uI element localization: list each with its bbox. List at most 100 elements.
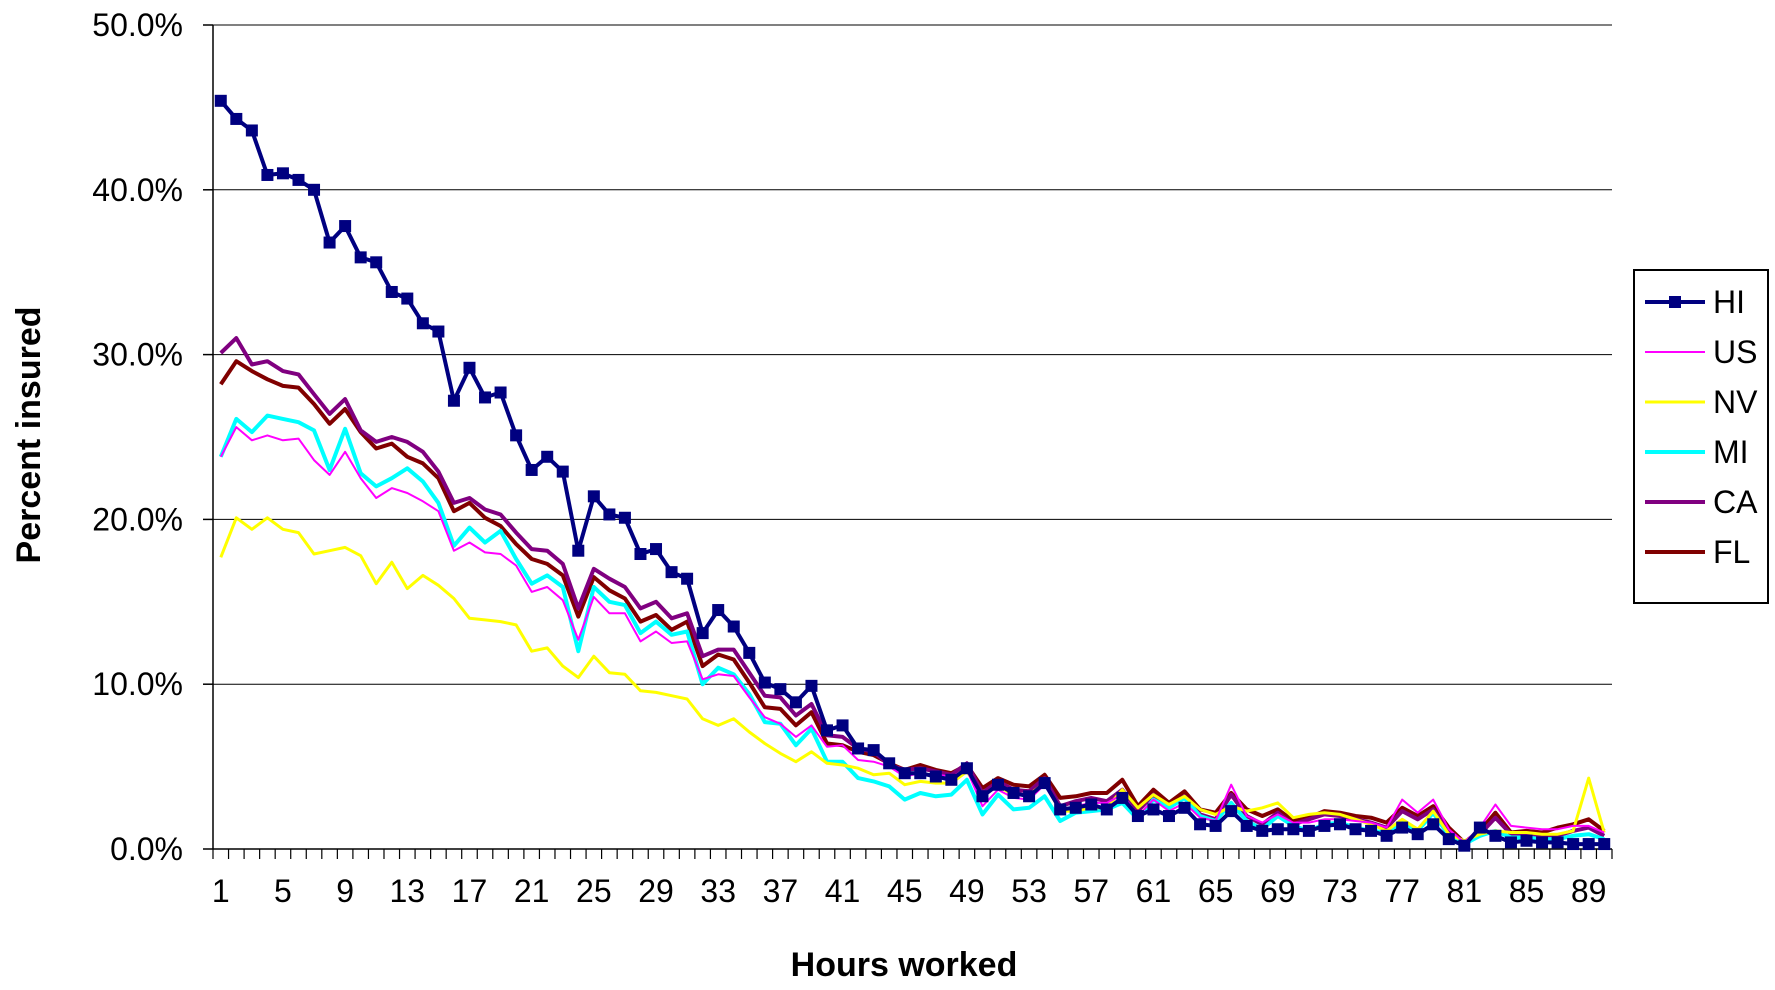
x-tick-label: 85: [1509, 873, 1545, 909]
data-point-marker: [1023, 790, 1036, 803]
x-tick-label: 49: [949, 873, 985, 909]
x-tick-label: 1: [212, 873, 230, 909]
series-line-ca: [219, 336, 1606, 847]
x-tick-label: 21: [514, 873, 550, 909]
data-point-marker: [1271, 823, 1284, 836]
data-point-marker: [1162, 810, 1175, 823]
data-point-marker: [603, 508, 616, 521]
data-point-marker: [1411, 828, 1424, 841]
y-tick-label: 30.0%: [92, 337, 183, 373]
data-point-marker: [1007, 786, 1020, 799]
data-point-marker: [587, 490, 600, 503]
data-point-marker: [991, 778, 1004, 791]
data-point-marker: [805, 679, 818, 692]
data-point-marker: [1054, 803, 1067, 816]
x-tick-label: 45: [887, 873, 923, 909]
x-tick-label: 37: [763, 873, 799, 909]
data-point-marker: [494, 386, 507, 399]
data-point-marker: [1194, 818, 1207, 831]
y-tick-label: 50.0%: [92, 7, 183, 43]
legend-label-fl: FL: [1713, 534, 1750, 570]
data-point-marker: [1240, 819, 1253, 832]
data-point-marker: [976, 790, 989, 803]
x-tick-label: 33: [700, 873, 736, 909]
y-tick-label: 0.0%: [110, 831, 183, 867]
gridlines: [213, 24, 1612, 685]
data-point-marker: [1582, 838, 1595, 851]
y-tick-label: 20.0%: [92, 501, 183, 537]
x-tick-label: 25: [576, 873, 612, 909]
legend-label-mi: MI: [1713, 434, 1749, 470]
x-tick-label: 41: [825, 873, 861, 909]
x-tick-label: 73: [1322, 873, 1358, 909]
data-point-marker: [416, 317, 429, 330]
x-tick-label: 13: [390, 873, 426, 909]
x-tick-label: 65: [1198, 873, 1234, 909]
x-tick-label: 29: [638, 873, 674, 909]
data-point-marker: [774, 683, 787, 696]
legend-marker-hi: [1669, 296, 1681, 308]
x-axis-title: Hours worked: [791, 946, 1018, 984]
data-point-marker: [276, 167, 289, 180]
data-point-marker: [1396, 821, 1409, 834]
data-point-marker: [1302, 824, 1315, 837]
data-point-marker: [1131, 810, 1144, 823]
data-point-marker: [479, 391, 492, 404]
data-point-marker: [1038, 777, 1051, 790]
data-point-marker: [712, 604, 725, 617]
tick-labels: 0.0% 10.0% 20.0% 30.0% 40.0% 50.0% 1 5 9 13 17 21 25…: [92, 7, 1606, 909]
data-point-marker: [214, 94, 227, 107]
data-point-marker: [945, 773, 958, 786]
data-point-marker: [1536, 836, 1549, 849]
x-tick-label: 57: [1073, 873, 1109, 909]
data-point-marker: [696, 627, 709, 640]
axes: [203, 24, 1613, 859]
data-point-marker: [1365, 824, 1378, 837]
data-point-marker: [727, 620, 740, 633]
data-point-marker: [354, 251, 367, 264]
data-point-marker: [1318, 819, 1331, 832]
data-point-marker: [339, 220, 352, 233]
data-point-marker: [914, 767, 927, 780]
data-point-marker: [525, 463, 538, 476]
data-point-marker: [308, 183, 321, 196]
data-point-marker: [758, 676, 771, 689]
series-line-mi: [218, 413, 1605, 847]
data-point-marker: [1333, 818, 1346, 831]
x-tick-label: 89: [1571, 873, 1607, 909]
data-point-marker: [852, 742, 865, 755]
data-point-marker: [665, 566, 678, 579]
data-point-marker: [618, 511, 631, 524]
legend-items: HI US NV MI CA FL: [1645, 284, 1758, 570]
x-tick-label: 77: [1384, 873, 1420, 909]
legend: HI US NV MI CA FL: [1633, 269, 1769, 604]
data-point-marker: [292, 173, 305, 186]
data-point-marker: [1427, 818, 1440, 831]
data-point-marker: [463, 361, 476, 374]
data-point-marker: [1504, 836, 1517, 849]
data-point-marker: [898, 767, 911, 780]
y-tick-label: 10.0%: [92, 666, 183, 702]
data-point-marker: [1567, 838, 1580, 851]
data-point-marker: [1209, 819, 1222, 832]
data-point-marker: [883, 757, 896, 770]
data-point-marker: [230, 112, 243, 125]
data-point-marker: [1551, 836, 1564, 849]
data-point-marker: [1489, 829, 1502, 842]
data-point-marker: [960, 762, 973, 775]
data-point-marker: [1225, 805, 1238, 818]
y-tick-label: 40.0%: [92, 172, 183, 208]
data-point-marker: [370, 256, 383, 269]
x-tick-label: 61: [1136, 873, 1172, 909]
data-point-marker: [1458, 839, 1471, 852]
series-markers-hi: [214, 94, 1611, 852]
x-tick-label: 69: [1260, 873, 1296, 909]
data-point-marker: [650, 543, 663, 556]
data-point-marker: [1085, 798, 1098, 811]
legend-label-us: US: [1713, 334, 1757, 370]
data-point-marker: [1178, 801, 1191, 814]
data-point-marker: [572, 544, 585, 557]
data-point-marker: [929, 770, 942, 783]
legend-box: [1633, 269, 1769, 604]
